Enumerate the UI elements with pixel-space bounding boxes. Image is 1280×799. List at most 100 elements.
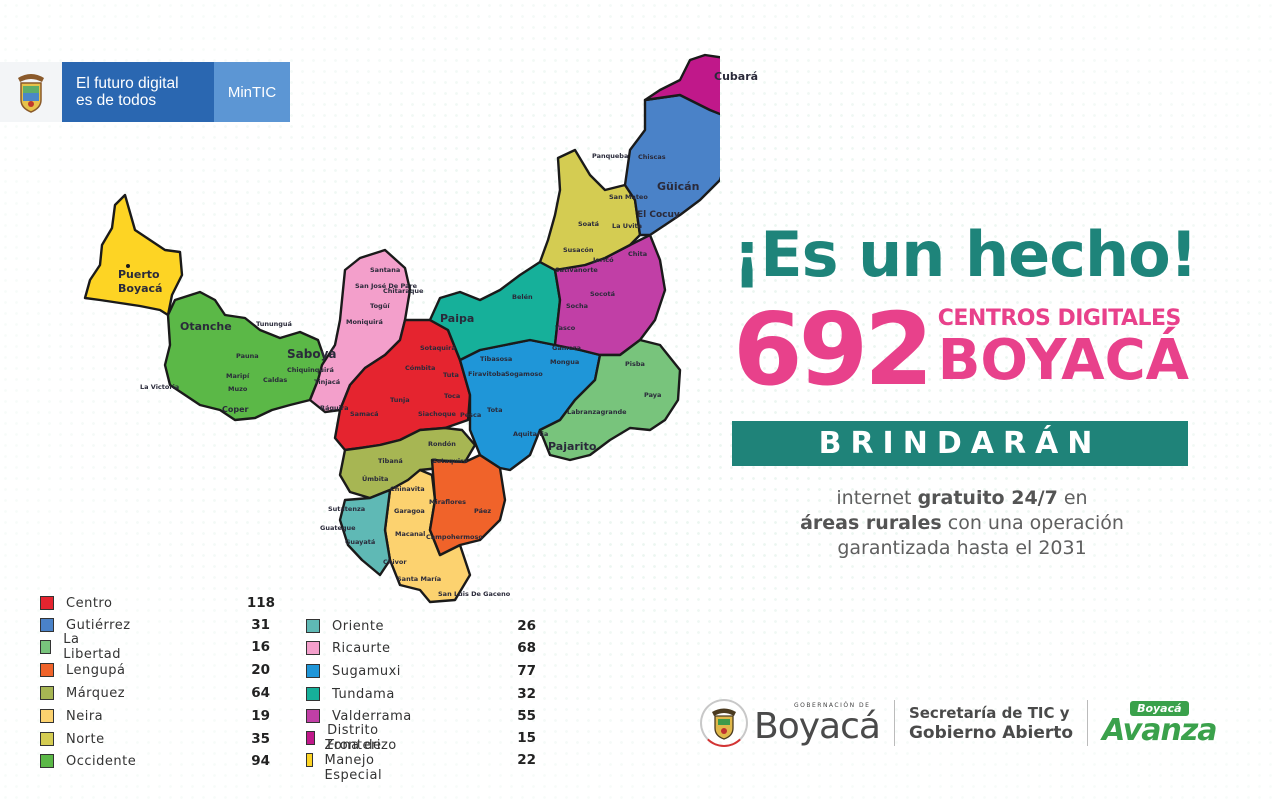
map-label-otanche: Otanche — [180, 320, 232, 333]
centers-count: 692 — [733, 291, 934, 408]
map-label-zetaquira: Zetaquira — [432, 457, 468, 465]
legend-label: Oriente — [332, 618, 385, 634]
map-label-muzo: Muzo — [228, 385, 248, 393]
map-label-panqueba: Panqueba — [592, 152, 629, 160]
map-label-el-cocuy: El Cocuy — [637, 210, 680, 220]
map-label-togui: Togüí — [370, 302, 390, 310]
mintic-badge: El futuro digital es de todos MinTIC — [0, 62, 290, 122]
map-label-chita: Chita — [628, 250, 648, 258]
legend-swatch — [40, 640, 52, 654]
legend-item-sugamuxi: Sugamuxi — [306, 662, 401, 680]
legend-label: Tundama — [332, 686, 395, 702]
map-label-sativanorte: Sativanorte — [555, 266, 598, 274]
map-label-sotaquira: Sotaquirá — [420, 344, 456, 352]
legend-count: 26 — [517, 618, 536, 634]
map-label-chiscas: Chiscas — [638, 153, 666, 161]
map-label-combita: Cómbita — [405, 364, 436, 372]
legend-label: Zona de Manejo Especial — [324, 737, 383, 783]
legend-count: 19 — [251, 708, 270, 724]
avanza-wordmark: Avanza — [1102, 712, 1217, 748]
map-label-coper: Coper — [222, 405, 249, 414]
legend-label: Lengupá — [66, 662, 126, 678]
legend-item-zona-manejo-especial: Zona de Manejo Especial — [306, 738, 390, 783]
region-lengupa — [428, 453, 507, 557]
legend-item-la-libertad: La Libertad — [40, 632, 124, 662]
legend-swatch — [306, 731, 316, 745]
desc-emphasis: gratuito 24/7 — [917, 487, 1058, 509]
map-label-soata: Soatá — [578, 220, 600, 228]
legend-item-marquez: Márquez — [40, 684, 125, 702]
map-label-labranzagrande: Labranzagrande — [567, 408, 627, 416]
map-label-chiquinquira: Chiquinquirá — [287, 366, 334, 374]
legend-swatch — [306, 641, 320, 655]
legend-label: Neira — [66, 708, 104, 724]
legend-swatch — [40, 596, 54, 610]
map-label-saboya: Saboyá — [287, 347, 337, 361]
legend-item-valderrama: Valderrama — [306, 707, 412, 725]
legend-item-lengupa: Lengupá — [40, 661, 125, 679]
map-label-socota: Socotá — [590, 290, 615, 298]
map-label-la-victoria: La Victoria — [140, 383, 180, 391]
region-name: BOYACÁ — [937, 328, 1190, 393]
map-label-firavitoba: Firavitoba — [468, 370, 506, 378]
legend-label: Gutiérrez — [66, 617, 131, 633]
map-label-san-luis-de-gaceno: San Luis De Gaceno — [438, 590, 511, 598]
map-label-miraflores: Miraflores — [429, 498, 467, 506]
map-label-tinjaca: Tinjacá — [314, 378, 341, 386]
map-label-pisba: Pisba — [625, 360, 645, 368]
legend-label: Valderrama — [332, 708, 412, 724]
legend-label: Sugamuxi — [332, 663, 401, 679]
legend-count: 22 — [517, 752, 536, 768]
map-label-tuta: Tuta — [443, 371, 459, 379]
map-label-chinavita: Chinavita — [390, 485, 425, 493]
legend-swatch — [306, 687, 320, 701]
legend-count: 15 — [517, 730, 536, 746]
map-label-san-mateo: San Mateo — [609, 193, 648, 201]
legend-swatch — [40, 618, 54, 632]
legend-swatch — [40, 686, 54, 700]
map-label-mongua: Mongua — [550, 358, 580, 366]
map-label-paez: Páez — [474, 507, 492, 515]
map-label-pajarito: Pajarito — [548, 440, 597, 453]
region-distrito-fronterizo — [643, 53, 720, 116]
avanza-tag: Boyacá — [1130, 700, 1189, 716]
mintic-brand: MinTIC — [214, 62, 290, 122]
centers-count-block: 692 CENTROS DIGITALES BOYACÁ — [733, 300, 1189, 400]
region-neira — [383, 468, 472, 604]
map-label-paipa: Paipa — [440, 312, 475, 325]
map-label-chitaraque: Chitaraque — [383, 287, 424, 295]
map-label-san-jose-de-pare: San José De Pare — [355, 282, 418, 290]
legend-swatch — [40, 709, 54, 723]
legend-item-oriente: Oriente — [306, 617, 384, 635]
legend-item-tundama: Tundama — [306, 685, 395, 703]
region-la-libertad — [538, 338, 682, 462]
legend-label: La Libertad — [63, 632, 121, 662]
map-label-pauna: Pauna — [236, 352, 259, 360]
legend-label: Occidente — [66, 753, 137, 769]
map-label-macanal: Macanal — [395, 530, 426, 538]
map-label-sutatenza: Sutatenza — [328, 505, 366, 513]
map-label-paya: Paya — [644, 391, 662, 399]
legend-item-neira: Neira — [40, 707, 103, 725]
legend-swatch — [306, 709, 320, 723]
desc-text: internet — [836, 487, 918, 509]
region-oriente — [338, 488, 392, 577]
map-label-cubara: Cubará — [714, 70, 759, 83]
slogan-line-1: El futuro digital — [76, 75, 179, 92]
map-label-tibasosa: Tibasosa — [480, 355, 513, 363]
map-label-puerto-boyaca: Puerto Boyacá — [118, 268, 163, 295]
map-label-maripi: Maripí — [226, 372, 250, 380]
centers-label: CENTROS DIGITALES — [937, 306, 1182, 331]
legend-label: Márquez — [66, 685, 126, 701]
footer-logos: GOBERNACIÓN DE Boyacá Secretaría de TIC … — [700, 693, 1218, 753]
map-label-garagoa: Garagoa — [394, 507, 425, 515]
legend-count: 16 — [251, 639, 270, 655]
legend-count: 118 — [246, 595, 275, 611]
boyaca-province-map: Cubará Güicán El Cocuy Puerto Boyacá Ota… — [0, 0, 758, 610]
map-label-santa-maria: Santa María — [397, 575, 442, 583]
legend-item-centro: Centro — [40, 594, 112, 612]
map-label-pesca: Pesca — [460, 411, 482, 419]
brindaran-banner: BRINDARÁN — [732, 421, 1188, 466]
map-label-chivor: Chivor — [383, 558, 407, 566]
legend-item-ricaurte: Ricaurte — [306, 639, 390, 657]
